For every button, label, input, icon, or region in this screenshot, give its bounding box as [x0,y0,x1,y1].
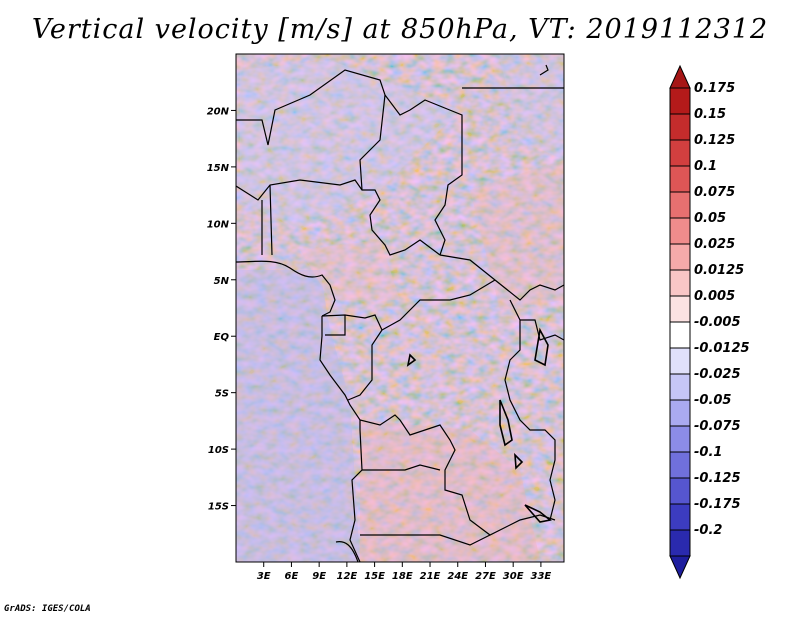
vertical-velocity-field [236,54,564,562]
lon-tick-label: 6E [285,571,299,582]
longitude-axis: 3E 6E 9E 12E 15E 18E 21E 24E 27E 30E 33E [257,562,552,582]
colorbar-label: -0.005 [694,315,741,330]
latitude-axis: 20N 15N 10N 5N EQ 5S 10S 15S [207,106,236,513]
colorbar-segment [669,321,691,349]
colorbar-label: -0.2 [694,523,722,538]
colorbar-segment [669,529,691,557]
colorbar-segment [669,113,691,141]
lakes [406,327,552,523]
colorbar-segment [669,477,691,505]
colorbar: 0.175 0.15 0.125 0.1 0.075 0.05 0.025 0.0125 0.0… [669,64,750,580]
colorbar-label: 0.1 [694,159,717,174]
colorbar-segment [669,503,691,531]
colorbar-label: 0.0125 [694,263,744,278]
lon-tick-label: 24E [447,571,468,582]
colorbar-label: 0.005 [694,289,735,304]
lat-tick-label: 20N [207,106,230,117]
lon-tick-label: 21E [420,571,441,582]
map-frame [235,53,565,563]
colorbar-segment [669,425,691,453]
colorbar-segment [669,451,691,479]
colorbar-segment [669,373,691,401]
colorbar-label: 0.15 [694,107,726,122]
colorbar-label: 0.05 [694,211,726,226]
colorbar-label: 0.175 [694,81,735,96]
lon-tick-label: 9E [312,571,326,582]
colorbar-label: -0.0125 [694,341,750,356]
colorbar-label: -0.1 [694,445,722,460]
colorbar-segment [669,217,691,245]
map-title: Vertical velocity [m/s] at 850hPa, VT: 2… [31,14,769,45]
country-borders [236,64,564,562]
colorbar-segment [669,139,691,167]
colorbar-segment [669,269,691,297]
lon-tick-label: 3E [257,571,271,582]
colorbar-segment [669,243,691,271]
colorbar-label: -0.025 [694,367,741,382]
colorbar-segment [669,87,691,115]
colorbar-segment [669,347,691,375]
colorbar-label: -0.175 [694,497,741,512]
colorbar-segment [669,165,691,193]
colorbar-label: -0.125 [694,471,741,486]
lon-tick-label: 15E [364,571,385,582]
lat-tick-label: 10N [207,219,230,230]
colorbar-label: 0.025 [694,237,735,252]
colorbar-segment [669,191,691,219]
colorbar-segment [669,399,691,427]
lat-tick-label: EQ [214,332,230,343]
colorbar-label: 0.125 [694,133,735,148]
colorbar-label: 0.075 [694,185,735,200]
lat-tick-label: 5N [214,276,230,287]
lon-tick-label: 30E [503,571,524,582]
colorbar-segment [669,295,691,323]
lon-tick-label: 33E [531,571,552,582]
lon-tick-label: 27E [475,571,496,582]
lon-tick-label: 12E [336,571,357,582]
lat-tick-label: 5S [215,389,229,400]
colorbar-label: -0.075 [694,419,741,434]
colorbar-top-arrow [669,64,691,89]
grads-credit: GrADS: IGES/COLA [4,604,91,614]
lat-tick-label: 15S [208,502,229,513]
colorbar-bottom-arrow [669,555,691,580]
lat-tick-label: 15N [207,163,230,174]
lon-tick-label: 18E [392,571,413,582]
lat-tick-label: 10S [208,445,229,456]
colorbar-label: -0.05 [694,393,731,408]
